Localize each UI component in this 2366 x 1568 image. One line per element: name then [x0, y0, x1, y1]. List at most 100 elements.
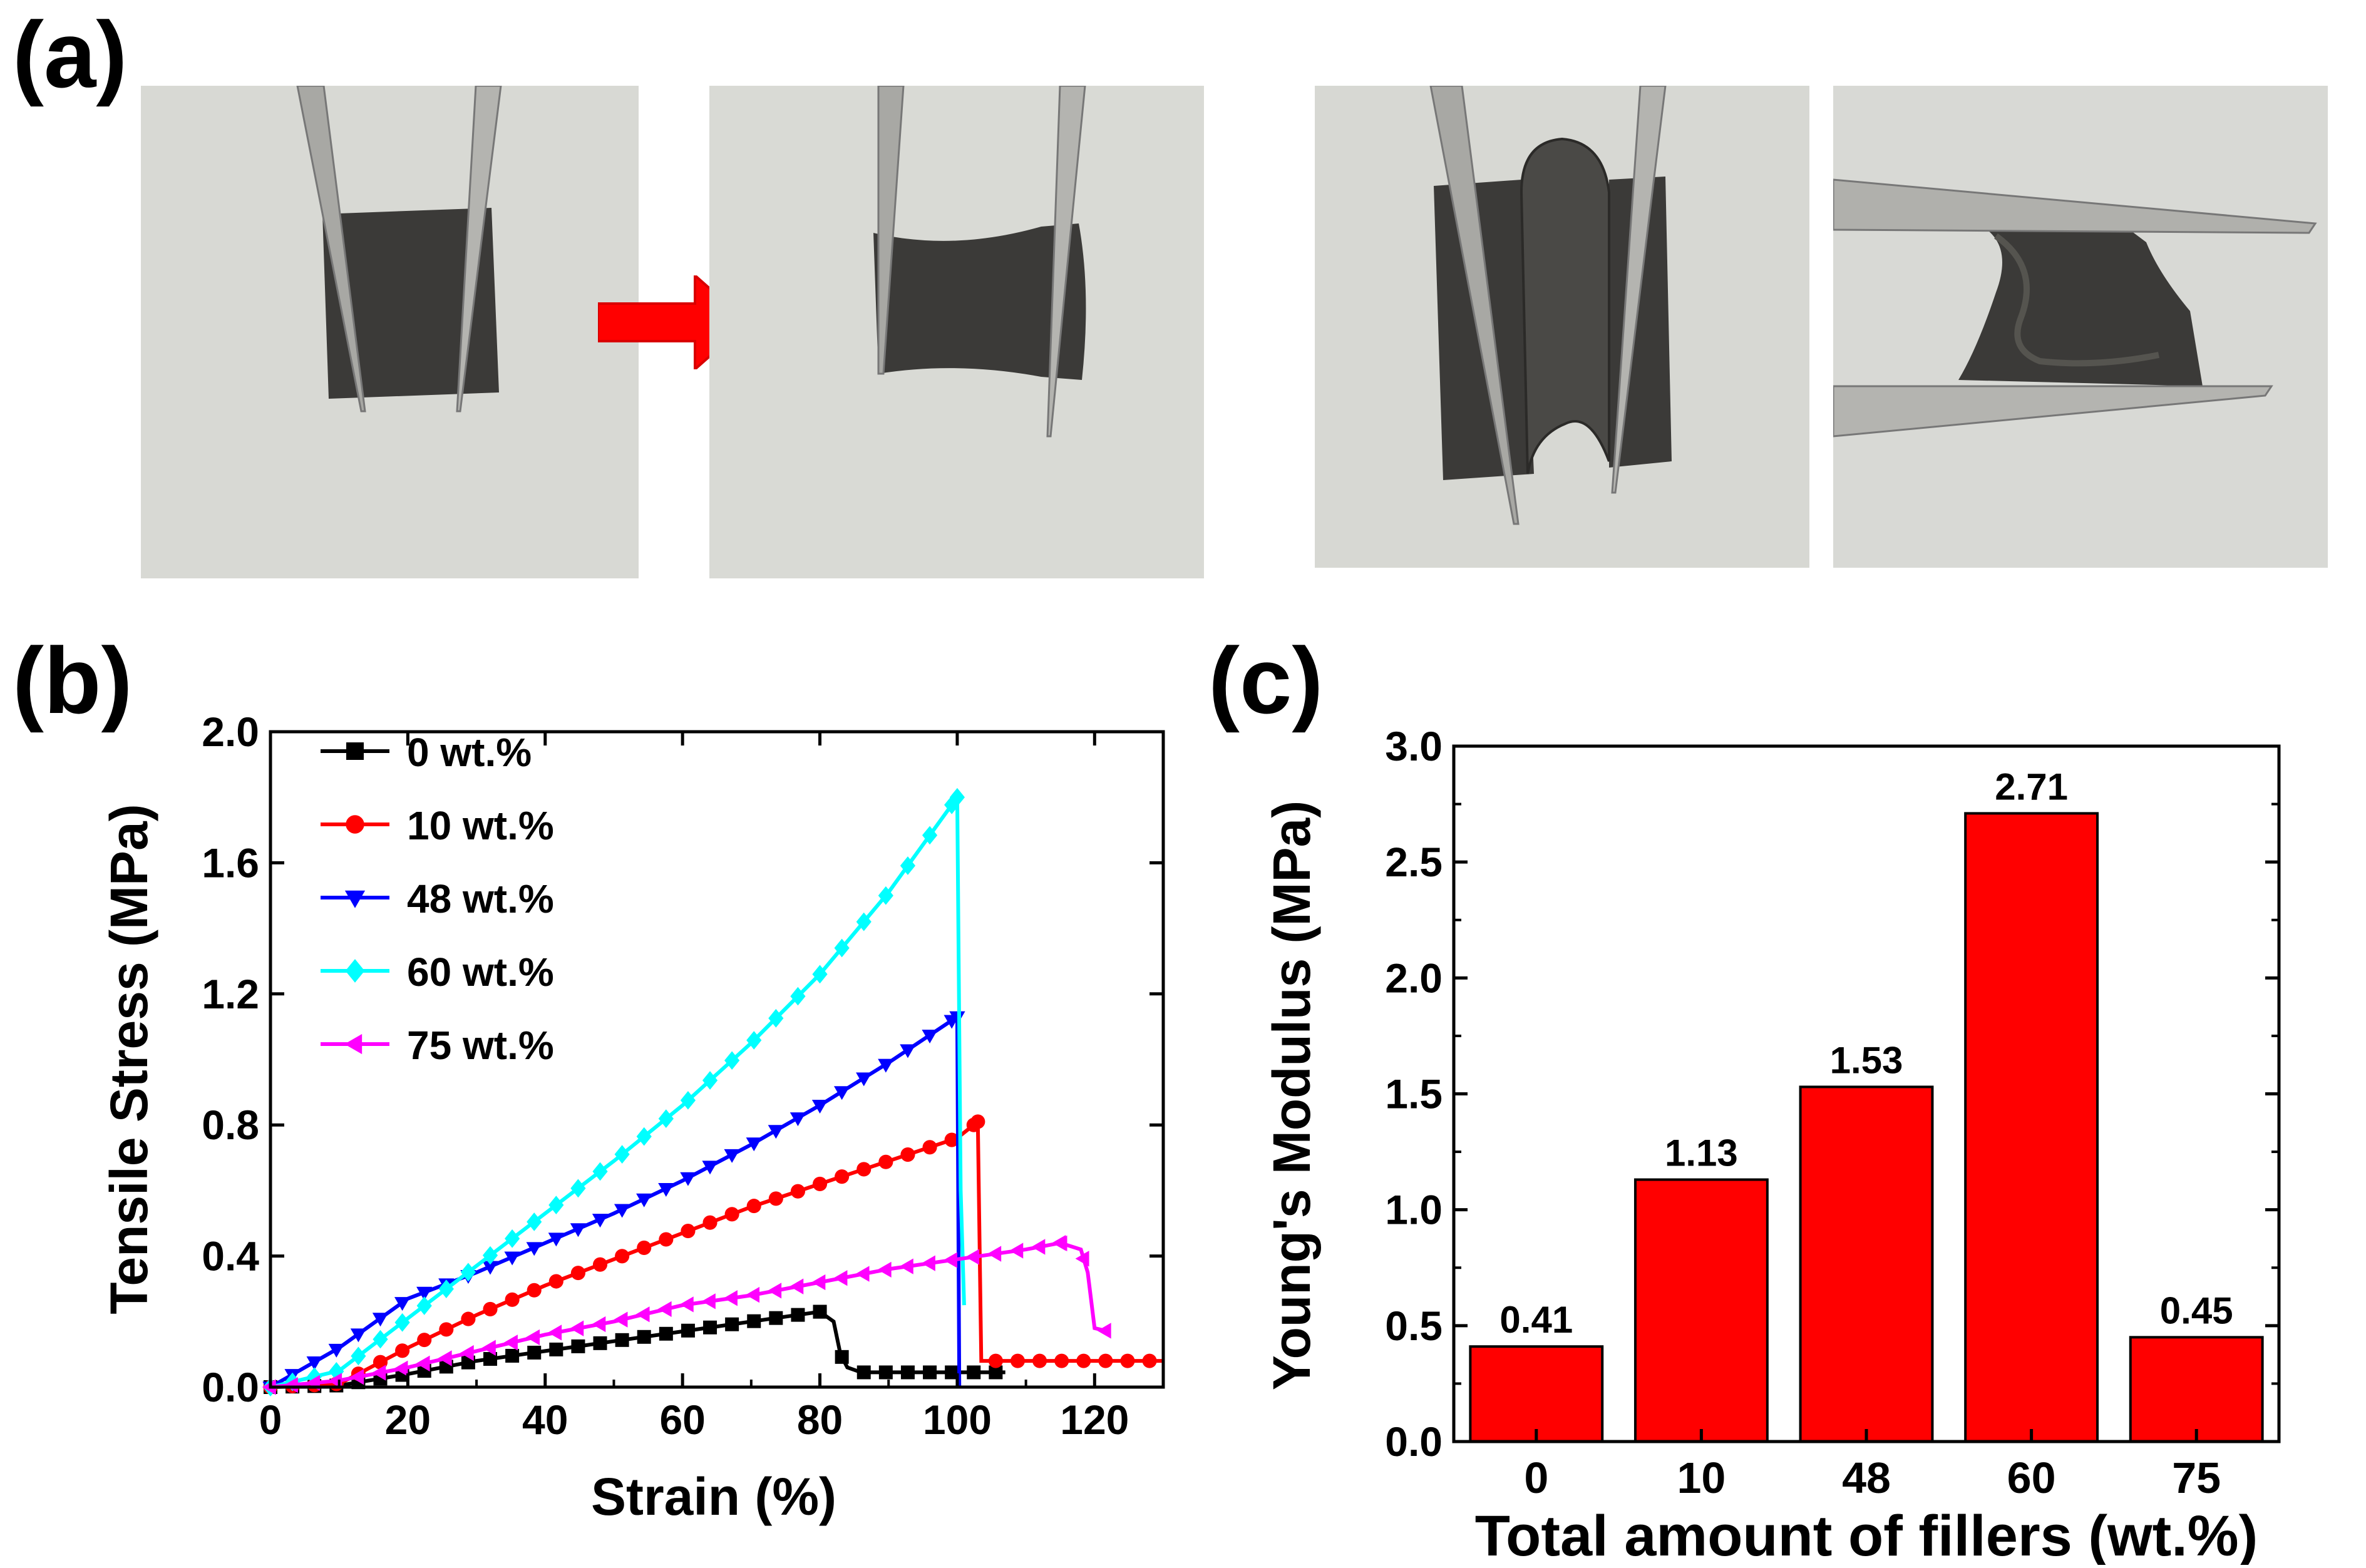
series-marker-3 [856, 912, 872, 931]
series-marker-0 [637, 1330, 651, 1344]
series-marker-2 [856, 1072, 872, 1087]
series-marker-1 [615, 1249, 630, 1264]
series-marker-2 [949, 1011, 965, 1025]
series-marker-2 [416, 1286, 433, 1301]
series-marker-2 [614, 1204, 630, 1218]
x-tick-label: 80 [797, 1396, 843, 1443]
photo-film-twisted [1833, 86, 2328, 568]
series-marker-1 [1010, 1353, 1026, 1368]
series-marker-0 [989, 1365, 1003, 1380]
series-marker-1 [1032, 1353, 1047, 1368]
series-marker-0 [813, 1304, 827, 1319]
series-marker-1 [944, 1132, 959, 1147]
series-marker-0 [615, 1333, 629, 1347]
series-marker-3 [592, 1162, 608, 1181]
series-marker-0 [571, 1339, 585, 1353]
series-marker-4 [679, 1296, 694, 1313]
series-marker-3 [922, 826, 938, 845]
series-marker-4 [746, 1286, 760, 1303]
series-marker-4 [1009, 1243, 1024, 1259]
series-marker-4 [657, 1301, 672, 1318]
series-marker-2 [878, 1058, 894, 1073]
plot-frame [269, 730, 1165, 1389]
series-marker-0 [967, 1365, 981, 1380]
series-marker-4 [350, 1369, 364, 1385]
series-marker-4 [548, 1325, 562, 1341]
series-marker-1 [790, 1184, 805, 1199]
y-tick-label: 0.8 [202, 1102, 259, 1148]
bar-60 [1964, 812, 2099, 1443]
x-tick-label: 0 [1524, 1453, 1548, 1502]
series-marker-4 [372, 1365, 386, 1381]
y-tick-label: 1.5 [1385, 1071, 1443, 1117]
series-marker-4 [1052, 1235, 1066, 1251]
series-marker-4 [790, 1278, 804, 1294]
y-axis-label: Tensile Stress (MPa) [100, 804, 158, 1314]
series-marker-1 [527, 1283, 542, 1298]
series-marker-2 [394, 1297, 411, 1311]
series-marker-0 [747, 1314, 761, 1328]
series-marker-3 [548, 1196, 564, 1214]
x-tick-label: 75 [2172, 1453, 2221, 1502]
y-tick-label: 2.0 [1385, 955, 1443, 1001]
series-marker-1 [373, 1355, 388, 1370]
series-marker-4 [965, 1249, 980, 1265]
legend-marker [344, 890, 366, 908]
series-marker-1 [812, 1176, 828, 1191]
series-line-4 [270, 1241, 1109, 1389]
series-marker-0 [769, 1311, 783, 1325]
series-marker-3 [307, 1367, 322, 1386]
x-tick-label: 60 [2007, 1453, 2056, 1502]
bar-value-label: 0.45 [2160, 1289, 2233, 1331]
y-tick-label: 3.0 [1385, 723, 1443, 769]
legend-marker [346, 742, 364, 760]
x-tick-label: 60 [659, 1396, 705, 1443]
series-marker-0 [791, 1308, 805, 1322]
photo-film-held [141, 86, 639, 578]
bar-value-label: 1.13 [1665, 1132, 1738, 1174]
series-marker-1 [922, 1140, 937, 1155]
series-marker-4 [1031, 1239, 1046, 1255]
y-tick-label: 1.2 [202, 971, 259, 1017]
series-marker-3 [790, 986, 806, 1006]
series-line-2 [269, 1013, 962, 1389]
series-marker-0 [703, 1320, 718, 1335]
series-marker-1 [1054, 1353, 1069, 1368]
series-marker-4 [614, 1311, 628, 1328]
series-marker-1 [1098, 1353, 1113, 1368]
series-marker-0 [527, 1345, 542, 1360]
series-marker-1 [1142, 1353, 1157, 1368]
series-marker-2 [306, 1356, 322, 1370]
x-tick-label: 100 [923, 1396, 992, 1443]
y-tick-label: 0.5 [1385, 1303, 1443, 1349]
y-tick-label: 0.0 [202, 1364, 259, 1410]
series-marker-2 [548, 1232, 564, 1247]
series-marker-1 [856, 1162, 872, 1177]
bar-value-label: 0.41 [1499, 1299, 1573, 1341]
series-marker-2 [746, 1137, 762, 1152]
series-marker-0 [681, 1323, 695, 1338]
series-marker-1 [768, 1191, 783, 1206]
series-marker-0 [878, 1365, 893, 1380]
series-marker-4 [768, 1283, 782, 1299]
series-marker-2 [636, 1193, 652, 1207]
series-marker-0 [593, 1336, 607, 1350]
legend-label: 0 wt.% [407, 730, 532, 775]
series-marker-4 [723, 1290, 738, 1306]
series-marker-2 [526, 1242, 542, 1256]
bar-48 [1799, 1085, 1934, 1443]
series-marker-1 [900, 1147, 915, 1162]
series-marker-2 [592, 1214, 609, 1228]
tensile-stress-chart: 0 20 40 60 80 100 120 0.0 0.4 0.8 1.2 1.6 2.0 0 wt.%… [100, 709, 1165, 1526]
series-marker-2 [922, 1029, 938, 1043]
series-marker-2 [482, 1261, 498, 1275]
panel-label-c: (c) [1208, 628, 1324, 733]
series-marker-3 [812, 965, 828, 984]
series-marker-2 [724, 1149, 740, 1163]
bar-0 [1469, 1345, 1604, 1443]
photo-film-bent [1315, 86, 1809, 568]
series-marker-1 [835, 1169, 850, 1184]
series-marker-0 [659, 1326, 673, 1341]
photo-film-stretched [709, 86, 1204, 578]
series-marker-0 [505, 1348, 520, 1363]
